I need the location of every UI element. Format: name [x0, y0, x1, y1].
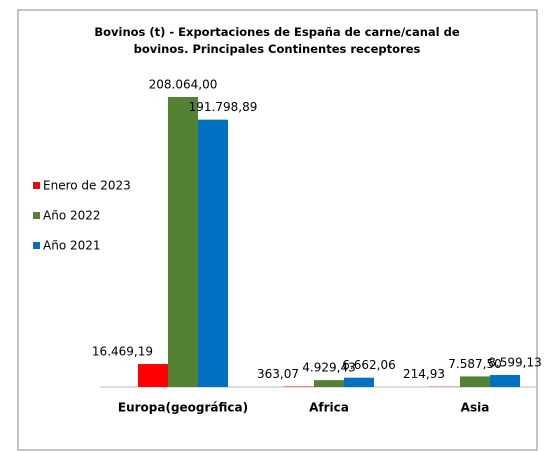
legend-label: Año 2021: [43, 239, 101, 253]
legend-swatch: [33, 182, 40, 189]
data-label: 191.798,89: [189, 100, 258, 114]
x-tick-label: Africa: [309, 401, 349, 415]
bar: [198, 119, 228, 387]
legend-label: Enero de 2023: [43, 179, 131, 193]
bar: [490, 375, 520, 387]
data-label: 4.929,43: [302, 361, 355, 375]
data-label: 363,07: [257, 367, 299, 381]
data-label: 16.469,19: [92, 345, 153, 359]
data-label: 8.599,13: [488, 356, 541, 370]
data-label: 214,93: [403, 367, 445, 381]
data-label: 7.587,50: [448, 357, 501, 371]
bar: [168, 97, 198, 387]
legend-label: Año 2022: [43, 209, 101, 223]
bar: [460, 376, 490, 387]
bar: [314, 380, 344, 387]
x-tick-label: Asia: [461, 401, 490, 415]
bar: [344, 377, 374, 387]
x-tick-label: Europa(geográfica): [118, 401, 248, 415]
legend-swatch: [33, 242, 40, 249]
legend-swatch: [33, 212, 40, 219]
bar: [284, 386, 314, 387]
data-label: 6.662,06: [342, 358, 395, 372]
data-label: 208.064,00: [149, 78, 218, 92]
chart-border: [17, 9, 538, 451]
bar: [138, 364, 168, 387]
chart-title: Bovinos (t) - Exportaciones de España de…: [94, 25, 460, 56]
